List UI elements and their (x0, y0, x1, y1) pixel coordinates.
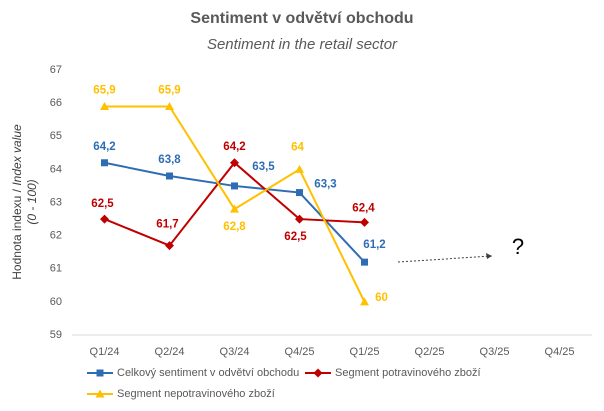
data-label: 64,2 (223, 141, 245, 153)
marker (100, 101, 109, 110)
marker (295, 164, 304, 173)
y-tick-label: 65 (50, 130, 62, 142)
legend-marker (96, 369, 104, 377)
x-tick-label: Q2/24 (155, 346, 185, 358)
legend-label: Segment potravinového zboží (335, 367, 481, 379)
y-tick-label: 66 (50, 97, 62, 109)
x-tick-label: Q3/24 (220, 346, 250, 358)
annotation-arrowhead (486, 253, 492, 259)
legend-marker (313, 368, 323, 378)
data-label: 61,2 (363, 239, 385, 251)
x-tick-label: Q3/25 (480, 346, 510, 358)
data-label: 63,5 (252, 161, 275, 173)
marker (101, 159, 108, 167)
data-label: 60 (375, 292, 388, 304)
y-label-line: Hodnota indexu / Index value (10, 124, 24, 280)
data-label: 63,8 (158, 154, 181, 166)
annotation-arrow (397, 255, 493, 263)
x-tick-label: Q4/25 (545, 346, 575, 358)
data-label: 65,9 (93, 84, 115, 96)
marker (100, 214, 109, 224)
y-tick-label: 61 (50, 263, 62, 275)
marker (296, 189, 303, 197)
chart-title: Sentiment v odvětví obchodu (190, 10, 413, 27)
y-label-main: Hodnota indexu / (10, 186, 24, 280)
marker (295, 214, 304, 224)
data-label: 63,3 (314, 179, 336, 191)
legend-label: Segment nepotravinového zboží (117, 388, 275, 400)
series-line (104, 105, 366, 303)
data-label: 61,7 (156, 219, 178, 231)
data-label: 62,4 (352, 202, 375, 214)
x-tick-label: Q1/24 (90, 346, 120, 358)
marker (360, 217, 369, 227)
marker (231, 182, 238, 190)
marker (165, 241, 174, 251)
marker (230, 158, 239, 168)
y-label-italic: Index value (10, 124, 24, 186)
x-tick-label: Q2/25 (415, 346, 445, 358)
legend-marker (95, 389, 105, 398)
legend-label: Celkový sentiment v odvětví obchodu (117, 367, 299, 379)
marker (360, 297, 369, 306)
y-tick-label: 63 (50, 196, 62, 208)
data-label: 64,2 (93, 141, 115, 153)
y-label-unit: (0 - 100) (25, 179, 39, 224)
data-label: 62,5 (284, 231, 307, 243)
marker (230, 204, 239, 213)
marker (166, 172, 173, 180)
y-axis-label: Hodnota indexu / Index value (0 - 100) (10, 124, 39, 280)
chart-subtitle: Sentiment in the retail sector (207, 36, 398, 53)
data-label: 62,5 (91, 198, 114, 210)
data-label: 62,8 (223, 221, 246, 233)
annotation: ? (512, 234, 524, 259)
y-tick-label: 62 (50, 230, 62, 242)
x-tick-label: Q4/25 (285, 346, 315, 358)
data-label: 64 (291, 141, 304, 153)
x-tick-label: Q1/25 (350, 346, 380, 358)
y-tick-label: 59 (50, 329, 62, 341)
y-tick-label: 64 (50, 163, 62, 175)
y-tick-label: 60 (50, 296, 62, 308)
data-label: 65,9 (158, 84, 180, 96)
marker (361, 258, 368, 266)
marker (165, 101, 174, 110)
y-tick-label: 67 (50, 64, 62, 76)
